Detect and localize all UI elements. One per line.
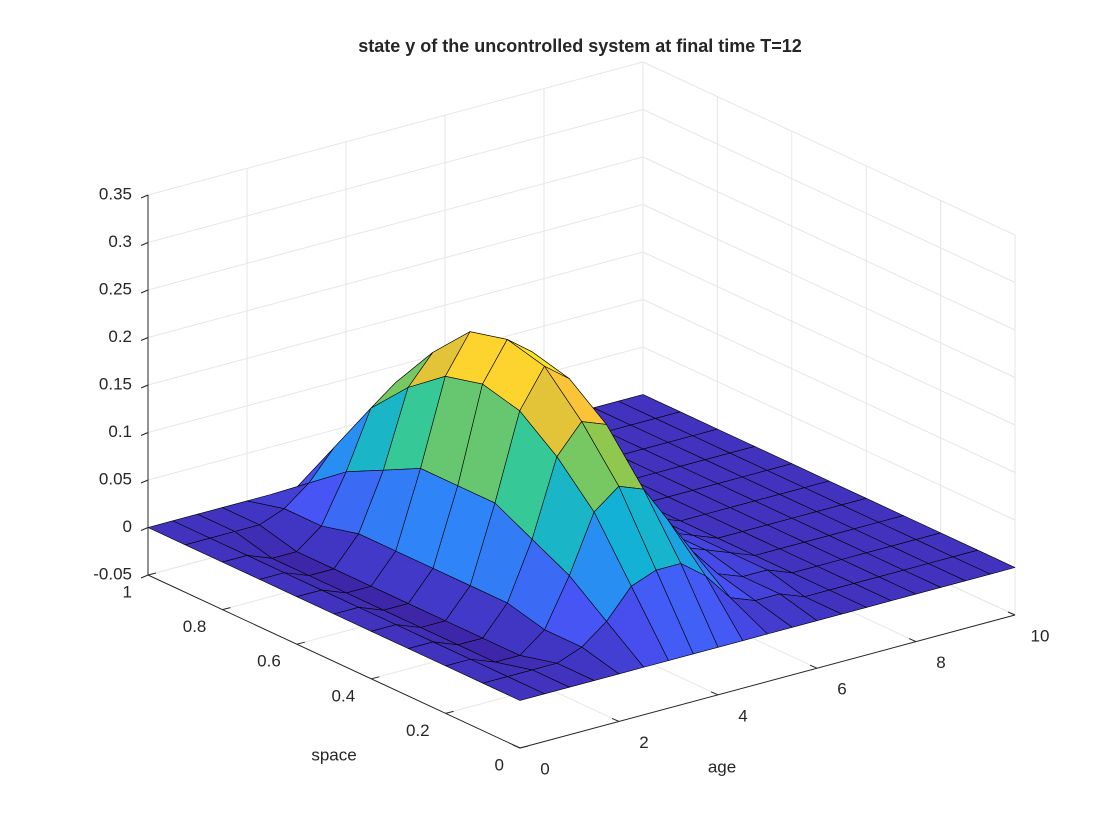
z-tick-label: -0.05 <box>93 564 132 583</box>
grid-line <box>642 61 1016 236</box>
z-tick-label: 0.15 <box>99 374 132 393</box>
grid-line <box>147 61 644 196</box>
z-tick <box>140 527 149 531</box>
x-axis-label: age <box>708 757 736 776</box>
grid-line <box>642 156 1016 331</box>
z-tick-label: 0 <box>123 517 132 536</box>
y-tick <box>296 641 305 645</box>
y-tick-label: 0.2 <box>406 721 430 740</box>
z-tick-label: 0.3 <box>108 232 132 251</box>
z-tick <box>140 574 149 579</box>
grid-line <box>147 109 644 243</box>
x-tick-label: 8 <box>936 653 945 672</box>
y-tick <box>147 572 157 576</box>
axes-layer: -0.05 0 0.05 0.1 0.15 0.2 0.25 0.3 0.35 0 2 4 6 8 10 0 0… <box>93 184 1049 778</box>
z-tick <box>140 242 149 246</box>
z-tick <box>140 432 149 436</box>
grid-line <box>147 299 644 433</box>
x-tick <box>809 664 818 669</box>
y-tick-label: 0 <box>495 755 504 774</box>
z-tick-label: 0.1 <box>108 422 132 441</box>
x-tick <box>611 717 620 722</box>
x-tick-label: 10 <box>1031 626 1050 645</box>
grid-line <box>642 251 1016 426</box>
y-tick-label: 0.4 <box>332 686 356 705</box>
y-tick-label: 1 <box>123 582 132 601</box>
x-tick-label: 6 <box>837 680 846 699</box>
x-tick <box>710 691 719 696</box>
grid-line <box>642 299 1016 473</box>
z-tick <box>140 384 149 389</box>
grid-line <box>642 109 1016 283</box>
z-tick <box>140 479 149 484</box>
y-tick-label: 0.6 <box>257 652 281 671</box>
z-tick <box>140 194 149 199</box>
x-tick <box>512 744 521 749</box>
grid-line <box>147 156 644 291</box>
z-tick <box>140 337 149 341</box>
grid-line <box>147 204 644 338</box>
chart-title: state y of the uncontrolled system at fi… <box>358 36 802 56</box>
y-axis <box>147 574 521 749</box>
y-tick-label: 0.8 <box>183 617 207 636</box>
x-tick-label: 0 <box>540 759 549 778</box>
grid-line <box>642 346 1016 521</box>
grid-line <box>147 251 644 386</box>
x-axis <box>519 614 1016 749</box>
x-tick-label: 4 <box>738 706 747 725</box>
x-tick <box>1007 611 1016 616</box>
y-axis-label: space <box>311 745 356 764</box>
y-tick <box>519 745 529 749</box>
x-tick-label: 2 <box>639 733 648 752</box>
y-tick <box>445 710 454 714</box>
z-tick-label: 0.05 <box>99 469 132 488</box>
z-tick-label: 0.35 <box>99 184 132 203</box>
z-tick <box>140 289 149 294</box>
x-tick <box>908 638 917 643</box>
y-tick <box>371 676 380 680</box>
grid-line <box>642 204 1016 378</box>
y-tick <box>222 607 231 611</box>
surface <box>147 331 1016 701</box>
surface-patch <box>482 676 546 701</box>
z-tick-label: 0.25 <box>99 279 132 298</box>
z-tick-label: 0.2 <box>108 327 132 346</box>
